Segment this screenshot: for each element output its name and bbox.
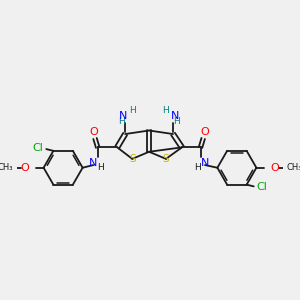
Text: N: N xyxy=(119,111,128,121)
Text: O: O xyxy=(271,163,279,173)
Text: N: N xyxy=(171,111,179,121)
Text: Cl: Cl xyxy=(33,143,44,153)
Text: CH₃: CH₃ xyxy=(0,163,13,172)
Text: H: H xyxy=(118,117,125,126)
Text: H: H xyxy=(163,106,169,116)
Text: H: H xyxy=(129,106,136,116)
Text: N: N xyxy=(89,158,98,168)
Text: H: H xyxy=(173,117,180,126)
Text: O: O xyxy=(89,127,98,137)
Text: O: O xyxy=(21,163,29,173)
Text: N: N xyxy=(201,158,209,168)
Text: O: O xyxy=(201,127,209,137)
Text: H: H xyxy=(97,163,104,172)
Text: CH₃: CH₃ xyxy=(287,163,300,172)
Text: H: H xyxy=(194,163,201,172)
Text: S: S xyxy=(129,154,136,164)
Text: S: S xyxy=(163,154,169,164)
Text: Cl: Cl xyxy=(256,182,267,192)
